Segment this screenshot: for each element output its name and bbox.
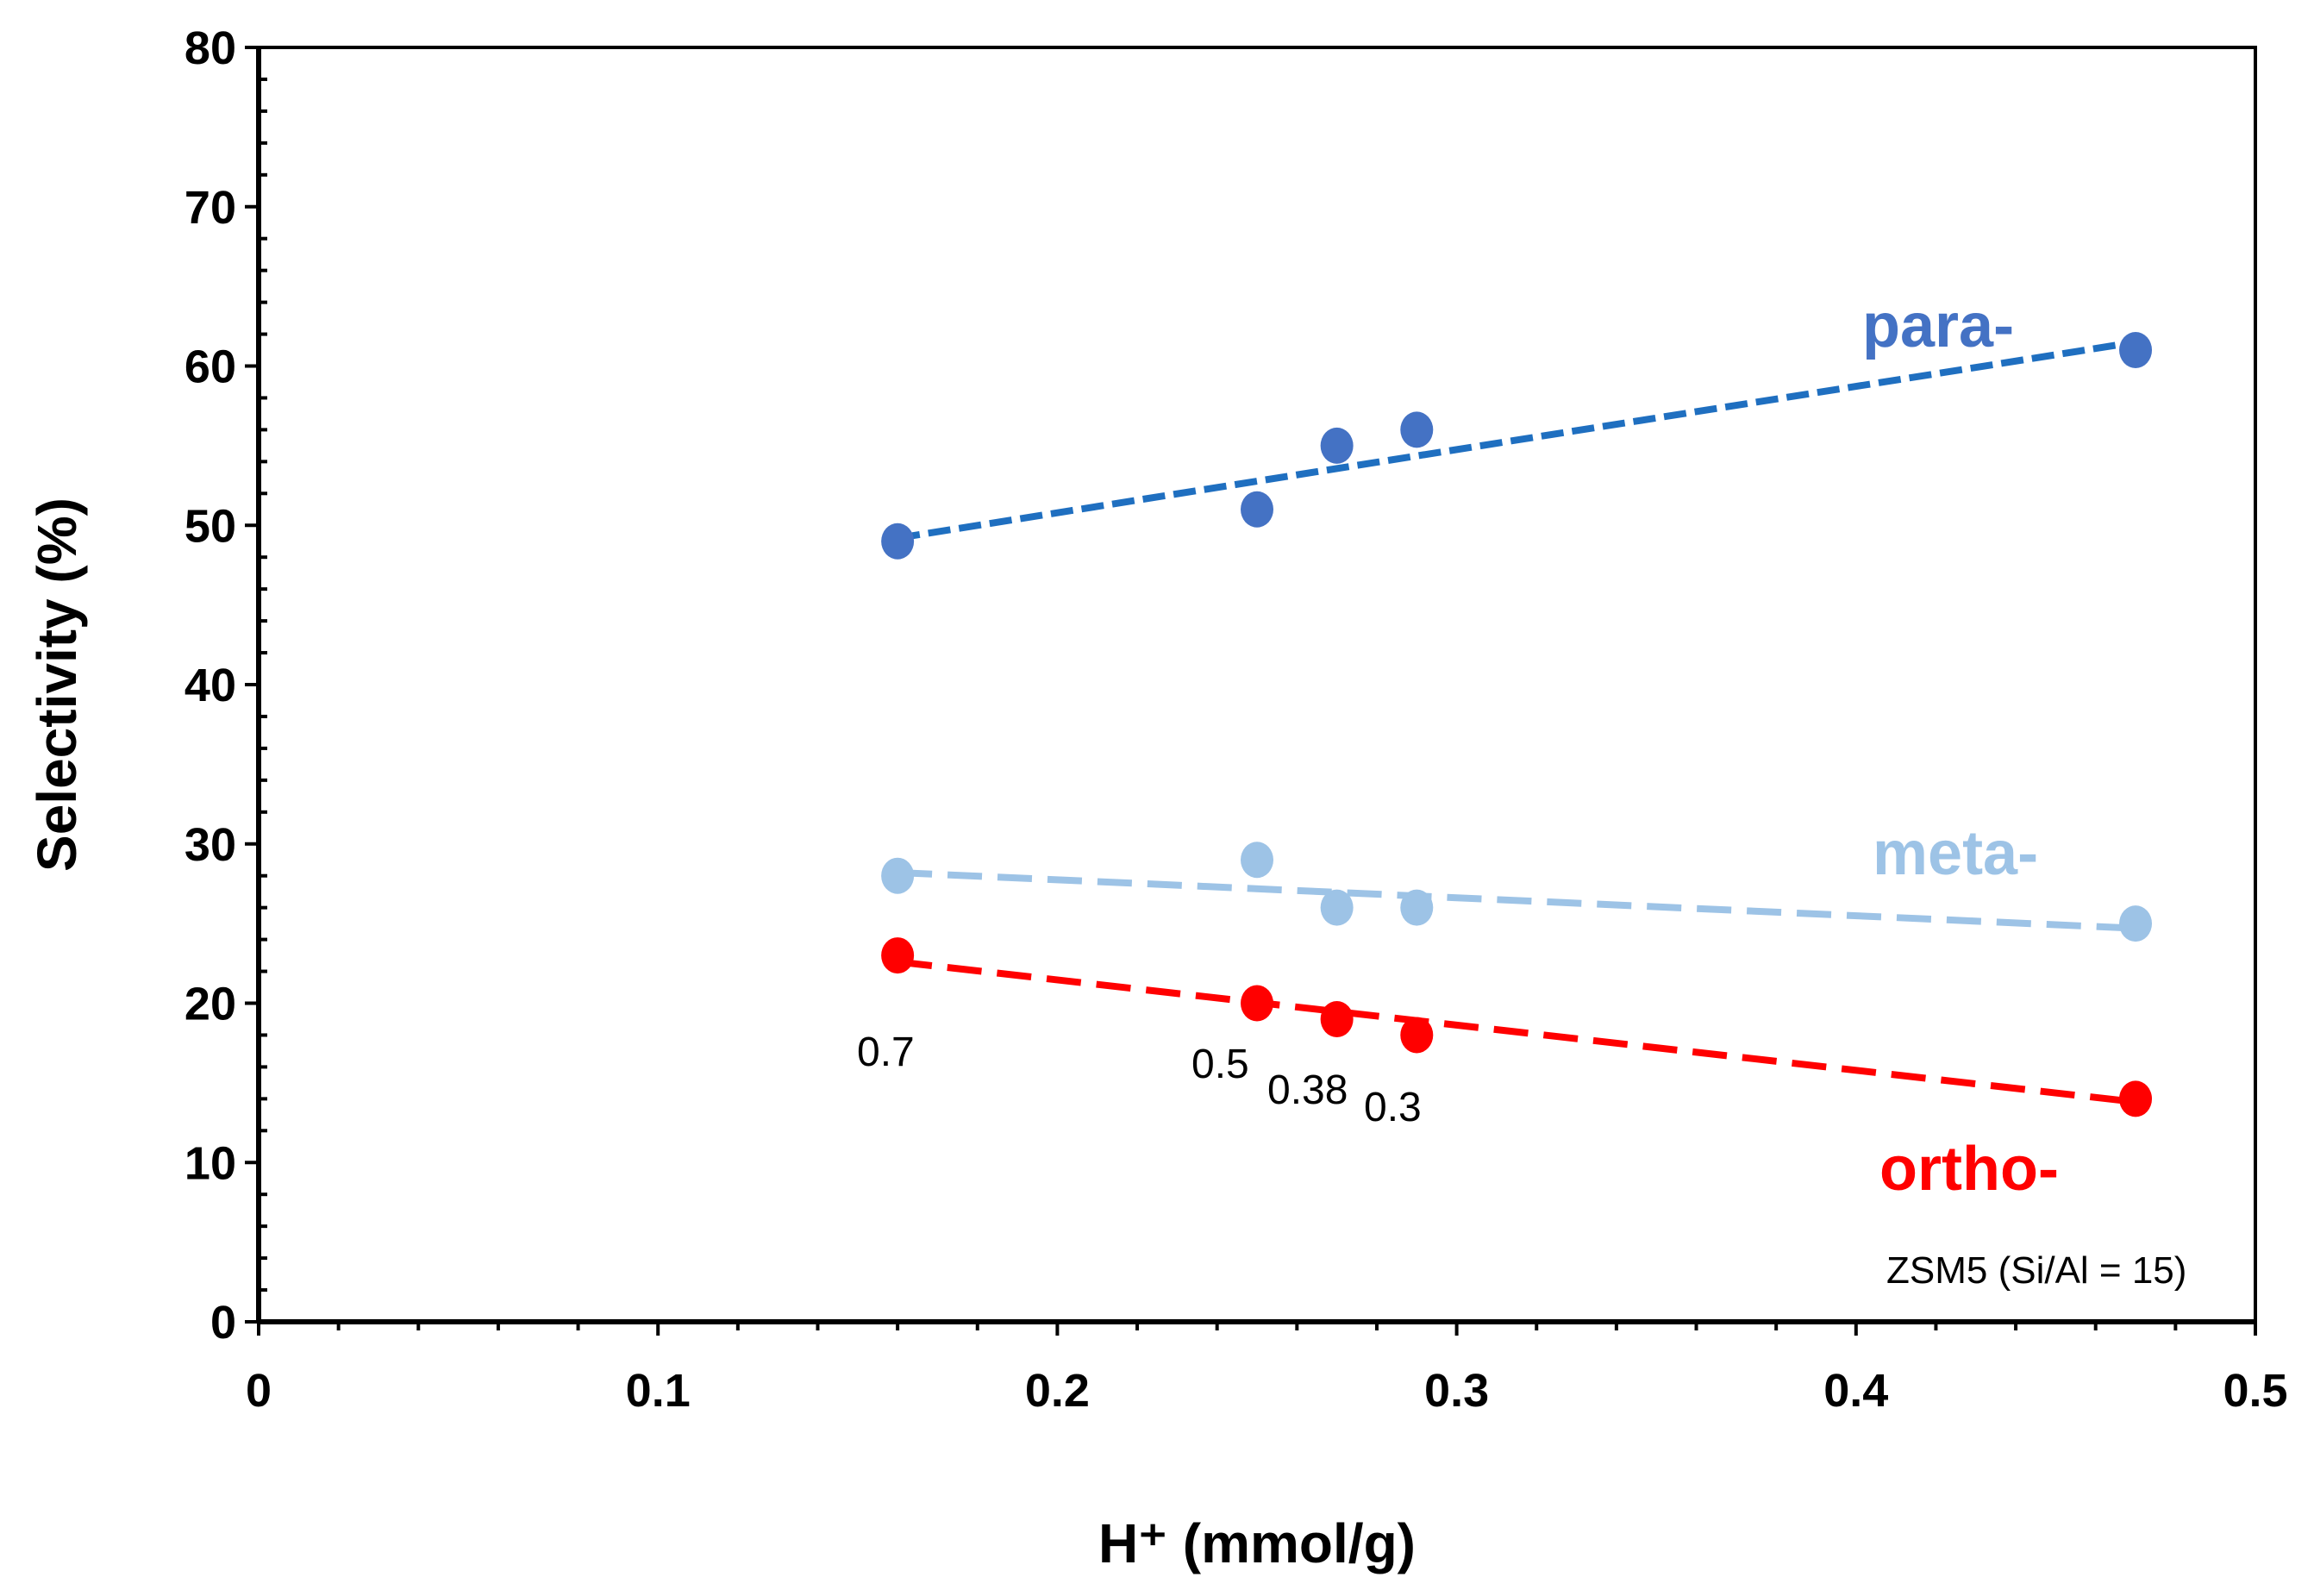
data-point-para [1320,427,1354,464]
point-annotation-0.38: 0.38 [1267,1067,1348,1113]
data-point-meta [2119,905,2153,942]
data-point-meta [1241,842,1273,879]
data-point-ortho [1320,1000,1354,1037]
data-point-para [881,523,915,560]
x-tick-label: 0.1 [626,1365,691,1417]
x-tick-label: 0.2 [1025,1365,1090,1417]
series-label-meta: meta- [1873,819,2038,888]
x-tick-label: 0.3 [1424,1365,1489,1417]
y-tick-label: 10 [184,1137,236,1189]
data-point-meta [1320,889,1354,926]
point-annotation-0.5: 0.5 [1191,1042,1249,1087]
y-tick-label: 80 [184,22,236,74]
y-tick-label: 40 [184,660,236,711]
y-tick-label: 60 [184,341,236,393]
series-label-para: para- [1862,291,2014,360]
point-annotation-0.7: 0.7 [857,1030,915,1075]
y-tick-label: 70 [184,182,236,234]
data-point-para [1241,491,1273,528]
x-tick-label: 0 [246,1365,272,1417]
data-point-ortho [1241,985,1273,1022]
y-tick-labels: 0 10 20 30 40 50 60 70 80 [184,22,236,1349]
y-tick-label: 30 [184,819,236,871]
x-tick-label: 0.4 [1823,1365,1888,1417]
point-annotation-0.3: 0.3 [1364,1085,1422,1130]
data-points [881,332,2153,1117]
y-tick-label: 0 [210,1297,236,1349]
trendline-meta [897,869,2136,932]
major-ticks [245,46,2257,1336]
trendlines [897,338,2136,1106]
y-tick-label: 20 [184,979,236,1030]
series-label-ortho: ortho- [1879,1135,2059,1204]
trendline-ortho [897,958,2136,1106]
x-tick-labels: 0 0.1 0.2 0.3 0.4 0.5 [246,1365,2288,1417]
plot-area-frame [257,46,2257,1324]
catalyst-note: ZSM5 (Si/Al = 15) [1886,1249,2186,1292]
data-point-para [1400,411,1434,448]
x-tick-label: 0.5 [2223,1365,2287,1417]
y-axis-title: Selectivity (%) [26,498,88,872]
y-tick-label: 50 [184,500,236,552]
data-point-meta [1400,889,1434,926]
trendline-para [897,338,2136,541]
minor-ticks [259,77,2178,1330]
data-point-meta [881,857,915,894]
data-point-para [2119,332,2153,369]
x-axis-title: H⁺ (mmol/g) [1098,1512,1416,1574]
data-point-ortho [2119,1080,2153,1117]
data-point-ortho [1400,1017,1434,1054]
data-point-ortho [881,937,915,974]
